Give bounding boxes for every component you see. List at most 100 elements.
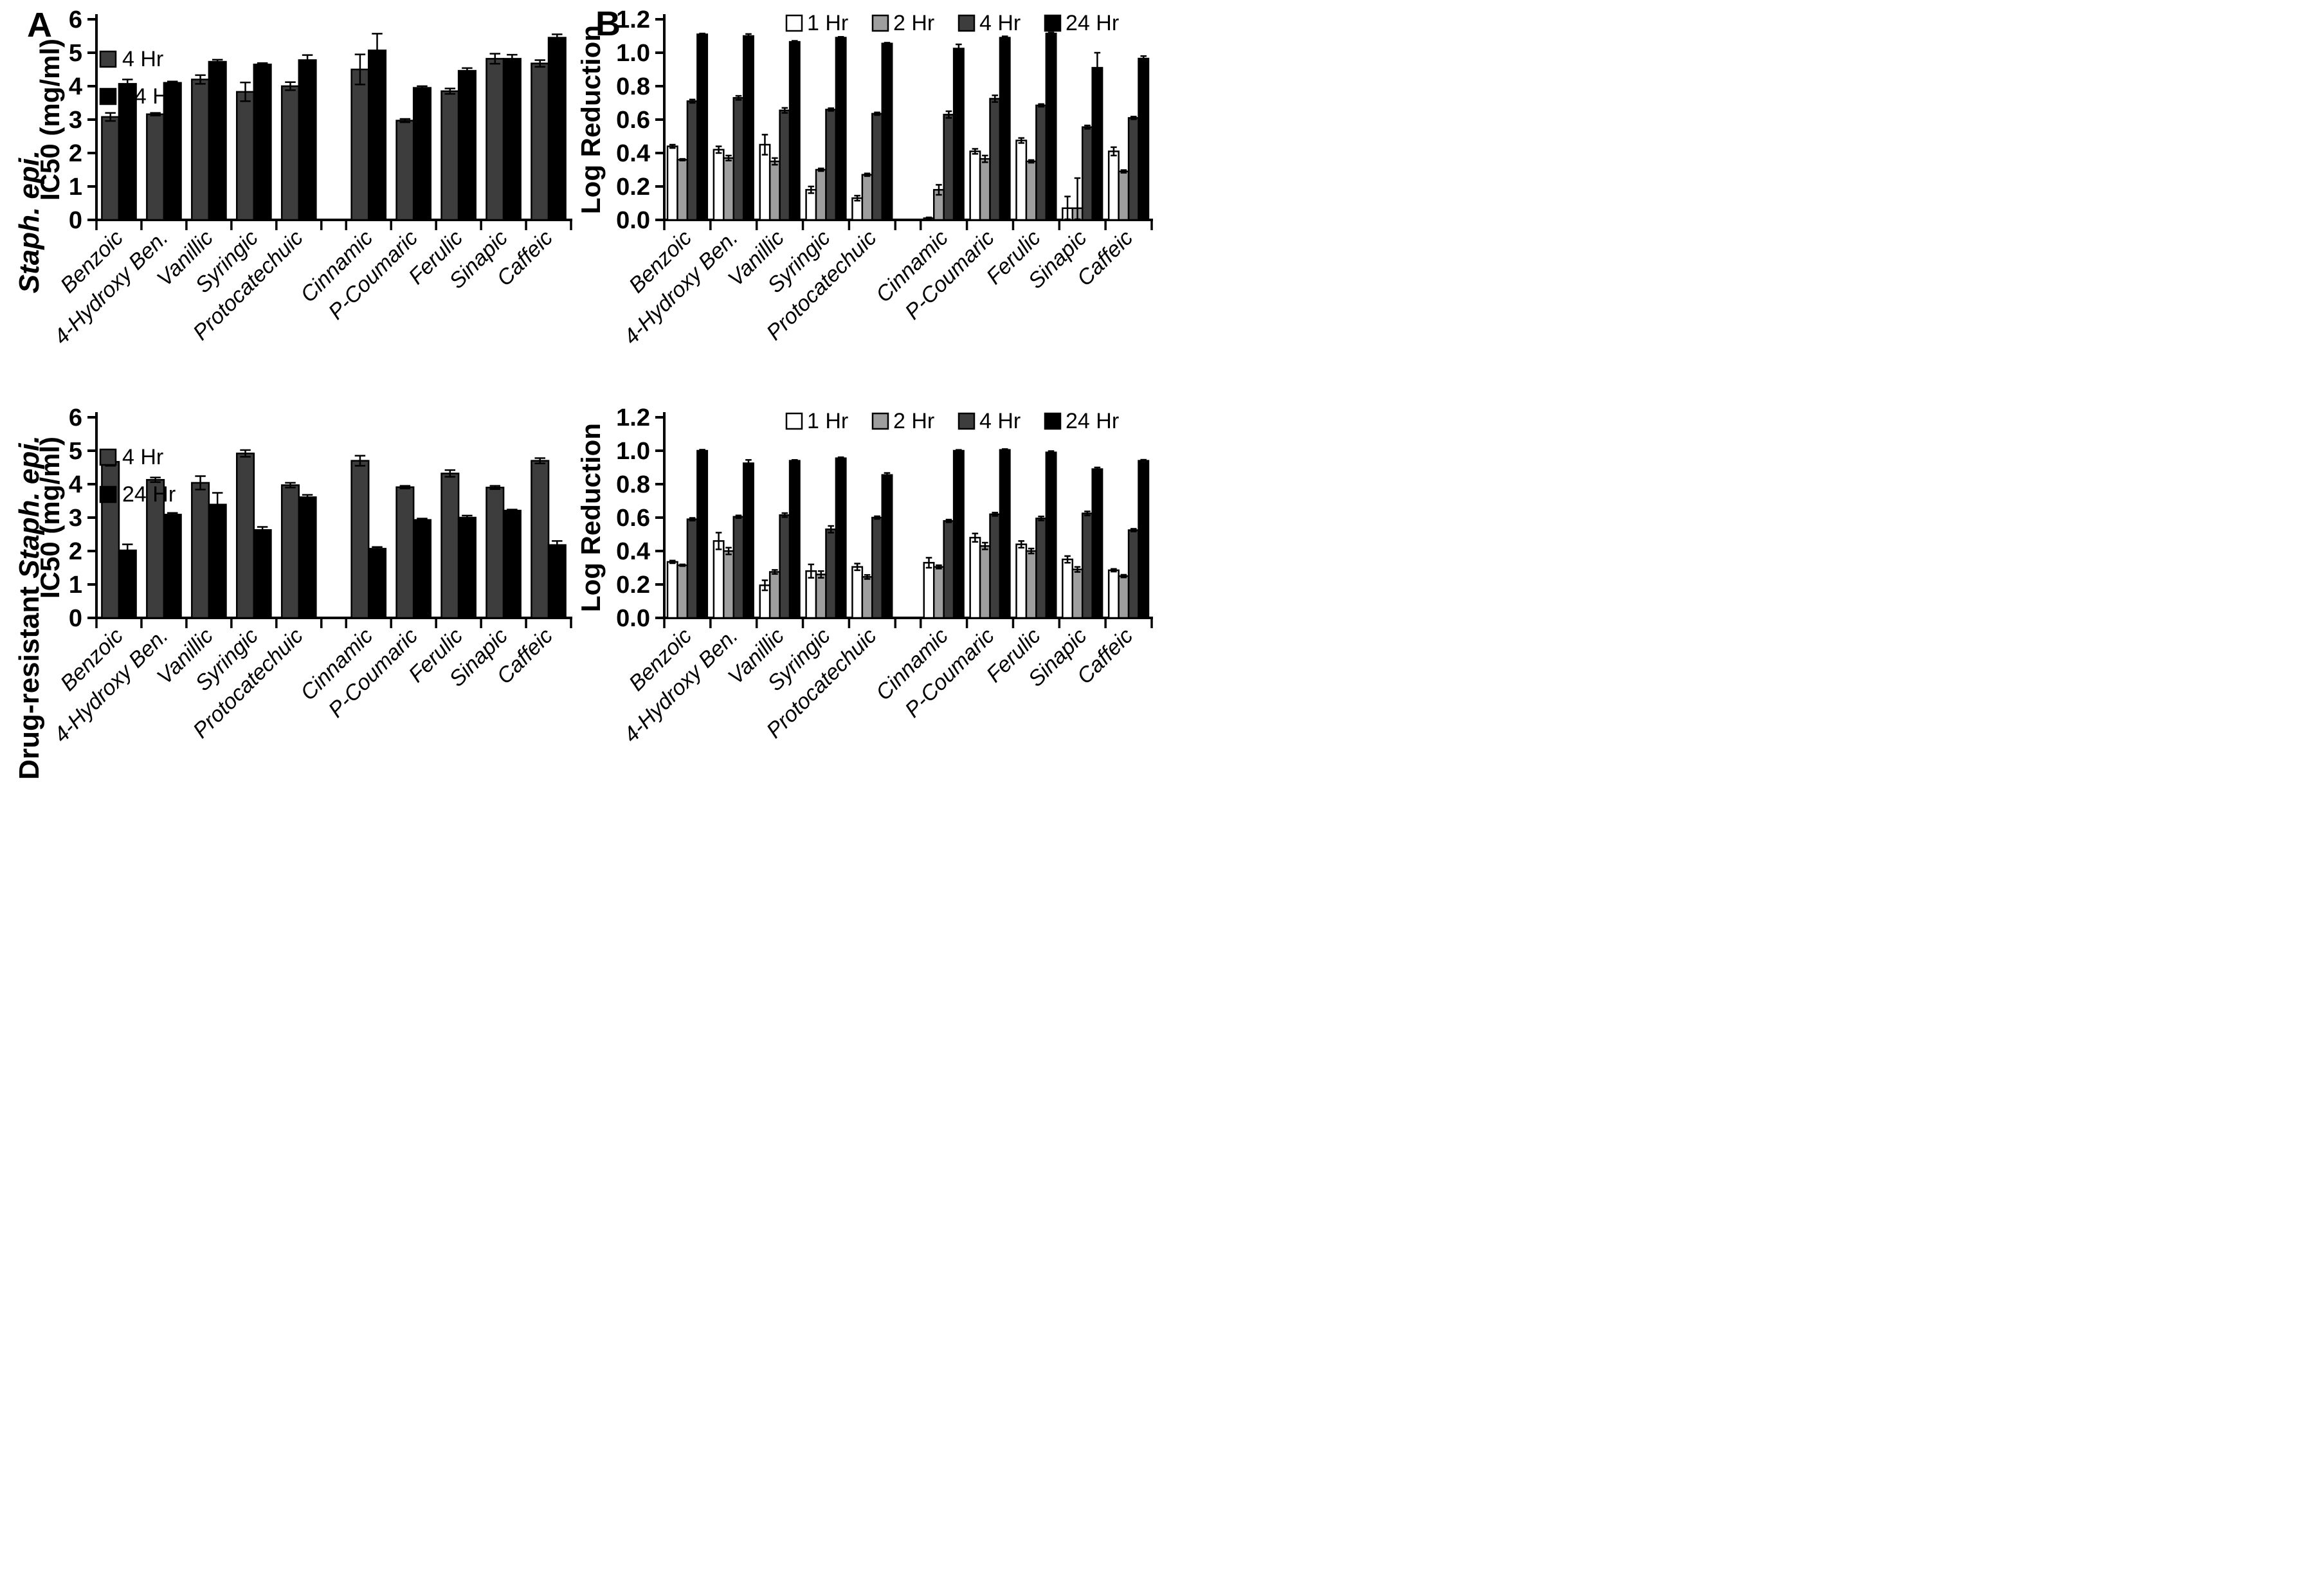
y-axis-title: Log Reduction (581, 423, 606, 612)
bar-4-hr-syringic (825, 109, 837, 221)
error-bar (1048, 450, 1055, 455)
bar-1-hr-syringic (805, 188, 817, 221)
error-bar (1111, 146, 1117, 157)
y-tick-label: 1 (69, 174, 82, 201)
bar-2-hr-syringic (815, 574, 827, 619)
bar-24-hr-protocatechuic (881, 474, 893, 619)
legend-label: 4 Hr (979, 409, 1021, 433)
error-bar (772, 569, 778, 575)
error-bar (828, 525, 834, 534)
y-axis-title: Log Reduction (581, 25, 606, 214)
bar-4-hr-caffeic (1127, 117, 1139, 221)
error-bar (150, 476, 161, 484)
error-bar (808, 185, 815, 194)
bar-1-hr-cinnamic (923, 561, 935, 619)
error-bar (982, 541, 988, 550)
error-bar (792, 40, 798, 44)
error-bar (874, 515, 880, 520)
bar-2-hr-cinnamic (932, 566, 945, 619)
bar-2-hr-syringic (815, 168, 827, 221)
error-bar (1064, 555, 1071, 564)
bar-4-hr-syringic (825, 528, 837, 619)
bar-4-hr-vanillic (779, 109, 791, 221)
y-tick-label: 0.2 (616, 572, 650, 599)
error-bar (669, 559, 676, 565)
error-bar (725, 154, 732, 161)
error-bar (1038, 103, 1044, 108)
y-tick-label: 1 (69, 572, 82, 599)
error-bar (945, 518, 952, 523)
error-bar (972, 532, 979, 543)
bar-2-hr-p-coumaric (979, 545, 991, 619)
y-tick-label: 0.4 (616, 538, 650, 565)
bar-4-hr-vanillic (191, 78, 210, 221)
bar-4-hr-protocatechuic (280, 85, 300, 221)
error-bar (285, 81, 296, 91)
error-bar (982, 154, 988, 163)
bar-4-hr-vanillic (191, 482, 210, 619)
legend-label: 4 Hr (122, 47, 163, 71)
bar-2-hr-benzoic (676, 564, 689, 619)
error-bar (552, 33, 563, 42)
panel-letter-a: A (27, 6, 52, 44)
bar-4-hr-caffeic (1127, 529, 1139, 619)
bar-24-hr-vanillic (788, 41, 801, 221)
error-bar (992, 95, 999, 103)
bar-24-hr-sinapic (1091, 468, 1103, 619)
error-bar (285, 482, 296, 489)
bar-24-hr-protocatechuic (298, 59, 317, 221)
y-tick-label: 1.0 (616, 40, 650, 67)
error-bar (552, 540, 563, 550)
error-bar (417, 518, 428, 522)
error-bar (781, 512, 788, 518)
error-bar (257, 62, 268, 67)
bar-4-hr-p-coumaric (989, 98, 1001, 221)
legend-label: 4 Hr (979, 11, 1021, 35)
bar-1-hr-ferulic (1015, 543, 1028, 619)
panel-letter-b: B (595, 5, 621, 43)
y-tick-label: 0.6 (616, 107, 650, 134)
y-tick-label: 3 (69, 107, 82, 134)
bar-24-hr-syringic (253, 529, 272, 619)
error-bar (735, 95, 742, 101)
legend-label: 24 Hr (122, 482, 176, 507)
error-bar (1028, 159, 1035, 164)
bar-24-hr-ferulic (1045, 451, 1057, 619)
bar-24-hr-4-hydroxy-ben (742, 35, 754, 221)
bar-4-hr-protocatechuic (871, 516, 884, 619)
bar-2-hr-ferulic (1025, 160, 1037, 221)
bar-24-hr-vanillic (788, 460, 801, 619)
bar-24-hr-caffeic (1138, 57, 1150, 221)
bar-4-hr-p-coumaric (395, 120, 415, 221)
error-bar (1064, 195, 1071, 221)
error-bar (956, 43, 962, 54)
bar-24-hr-sinapic (502, 509, 522, 619)
bar-24-hr-syringic (253, 63, 272, 221)
bar-24-hr-vanillic (208, 60, 227, 221)
error-bar (761, 134, 768, 156)
legend-item-24-hr: 24 Hr (1044, 11, 1119, 35)
error-bar (122, 78, 133, 89)
bar-2-hr-vanillic (768, 571, 781, 619)
error-bar (956, 449, 962, 453)
error-bar (936, 184, 942, 196)
legend-item-4-hr: 4 Hr (958, 11, 1021, 35)
bar-1-hr-sinapic (1062, 558, 1074, 619)
error-bar (462, 67, 473, 75)
error-bar (195, 475, 206, 491)
bar-24-hr-benzoic (118, 83, 137, 221)
error-bar (507, 509, 518, 512)
bar-1-hr-benzoic (666, 561, 678, 619)
bar-24-hr-sinapic (502, 58, 522, 221)
bar-24-hr-syringic (835, 37, 847, 221)
bar-4-hr-sinapic (486, 486, 505, 619)
error-bar (1038, 515, 1044, 521)
bar-24-hr-caffeic (547, 37, 567, 221)
legend-label: 24 Hr (1066, 11, 1119, 35)
legend-item-4-hr: 4 Hr (958, 409, 1021, 433)
error-bar (1120, 169, 1127, 174)
bar-24-hr-benzoic (696, 33, 709, 221)
error-bar (1001, 448, 1008, 452)
